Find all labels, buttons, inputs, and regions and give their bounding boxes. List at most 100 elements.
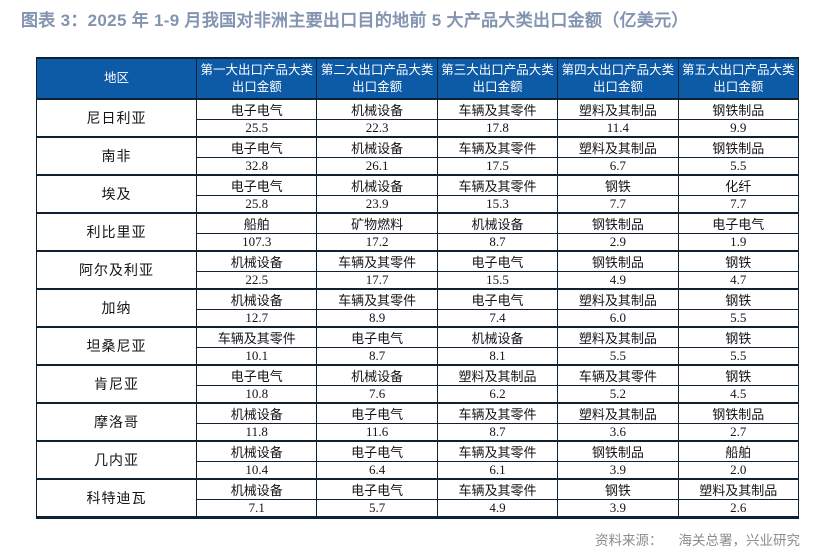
value-cell: 107.3 <box>195 233 318 251</box>
product-cell: 车辆及其零件 <box>436 174 559 196</box>
value-cell: 10.1 <box>195 347 318 365</box>
country-products-row: 尼日利亚 电子电气 机械设备 车辆及其零件 塑料及其制品 钢铁制品 <box>36 98 800 137</box>
product-cell: 机械设备 <box>195 250 318 272</box>
value-cell: 8.7 <box>316 347 438 365</box>
value-cell: 32.8 <box>195 157 318 175</box>
country-products-row: 阿尔及利亚 机械设备 车辆及其零件 电子电气 钢铁制品 钢铁 <box>36 250 800 289</box>
region-cell: 摩洛哥 <box>36 402 197 441</box>
export-table: 地区 第一大出口产品大类 出口金额 第二大出口产品大类 出口金额 第三大出口产品… <box>36 57 800 519</box>
product-cell: 钢铁 <box>677 326 800 348</box>
header-col-5-line2: 出口金额 <box>713 79 764 94</box>
value-cell: 5.2 <box>557 385 679 403</box>
product-cell: 电子电气 <box>436 250 559 272</box>
country-products-row: 几内亚 机械设备 电子电气 车辆及其零件 钢铁制品 船舶 <box>36 440 800 479</box>
source-label: 资料来源： <box>595 533 663 548</box>
header-col-2-line1: 第二大出口产品大类 <box>320 62 434 77</box>
header-region: 地区 <box>36 57 197 100</box>
product-cell: 钢铁制品 <box>677 136 800 158</box>
product-cell: 化纤 <box>677 174 800 196</box>
country-products-row: 肯尼亚 电子电气 机械设备 塑料及其制品 车辆及其零件 钢铁 <box>36 364 800 403</box>
header-col-3: 第三大出口产品大类 出口金额 <box>436 57 559 100</box>
country-products-row: 坦桑尼亚 车辆及其零件 电子电气 机械设备 塑料及其制品 钢铁 <box>36 326 800 365</box>
product-cell: 车辆及其零件 <box>195 326 318 348</box>
product-cell: 电子电气 <box>316 402 438 424</box>
product-cell: 机械设备 <box>316 174 438 196</box>
value-cell: 25.5 <box>195 119 318 137</box>
product-cell: 船舶 <box>677 440 800 462</box>
value-cell: 6.4 <box>316 461 438 479</box>
value-cell: 5.5 <box>677 309 800 327</box>
value-cell: 10.8 <box>195 385 318 403</box>
product-cell: 车辆及其零件 <box>436 98 559 120</box>
product-cell: 电子电气 <box>436 288 559 310</box>
header-col-3-line2: 出口金额 <box>472 79 523 94</box>
table-body: 尼日利亚 电子电气 机械设备 车辆及其零件 塑料及其制品 钢铁制品 25.5 22.3 17.8… <box>36 98 800 518</box>
product-cell: 船舶 <box>195 212 318 234</box>
value-cell: 5.7 <box>316 499 438 518</box>
country-values-row: 25.5 22.3 17.8 11.4 9.9 <box>37 119 800 137</box>
region-cell: 尼日利亚 <box>36 98 197 137</box>
value-cell: 3.9 <box>557 499 679 518</box>
value-cell: 2.9 <box>557 233 679 251</box>
value-cell: 17.7 <box>316 271 438 289</box>
header-col-4: 第四大出口产品大类 出口金额 <box>557 57 679 100</box>
figure-title: 图表 3：2025 年 1-9 月我国对非洲主要出口目的地前 5 大产品大类出口… <box>21 11 689 30</box>
value-cell: 7.1 <box>195 499 318 518</box>
product-cell: 塑料及其制品 <box>557 98 679 120</box>
country-values-row: 10.4 6.4 6.1 3.9 2.0 <box>37 461 800 479</box>
country-values-row: 32.8 26.1 17.5 6.7 5.5 <box>37 157 800 175</box>
product-cell: 车辆及其零件 <box>436 402 559 424</box>
product-cell: 钢铁 <box>557 478 679 500</box>
product-cell: 车辆及其零件 <box>557 364 679 386</box>
source-text: 海关总署，兴业研究 <box>678 533 801 548</box>
value-cell: 5.5 <box>677 347 800 365</box>
country-values-row: 11.8 11.6 8.7 3.6 2.7 <box>37 423 800 441</box>
product-cell: 钢铁制品 <box>557 212 679 234</box>
value-cell: 15.3 <box>436 195 559 213</box>
value-cell: 5.5 <box>557 347 679 365</box>
value-cell: 12.7 <box>195 309 318 327</box>
value-cell: 3.9 <box>557 461 679 479</box>
product-cell: 钢铁制品 <box>677 98 800 120</box>
product-cell: 机械设备 <box>316 98 438 120</box>
product-cell: 塑料及其制品 <box>557 402 679 424</box>
product-cell: 机械设备 <box>436 212 559 234</box>
value-cell: 17.2 <box>316 233 438 251</box>
header-col-1: 第一大出口产品大类 出口金额 <box>195 57 318 100</box>
country-products-row: 埃及 电子电气 机械设备 车辆及其零件 钢铁 化纤 <box>36 174 800 213</box>
value-cell: 8.1 <box>436 347 559 365</box>
product-cell: 钢铁 <box>677 288 800 310</box>
value-cell: 6.2 <box>436 385 559 403</box>
product-cell: 电子电气 <box>316 478 438 500</box>
product-cell: 电子电气 <box>195 174 318 196</box>
product-cell: 塑料及其制品 <box>557 288 679 310</box>
product-cell: 塑料及其制品 <box>436 364 559 386</box>
product-cell: 机械设备 <box>195 440 318 462</box>
product-cell: 电子电气 <box>316 326 438 348</box>
header-col-2-line2: 出口金额 <box>352 79 403 94</box>
country-products-row: 利比里亚 船舶 矿物燃料 机械设备 钢铁制品 电子电气 <box>36 212 800 251</box>
region-cell: 埃及 <box>36 174 197 213</box>
country-values-row: 22.5 17.7 15.5 4.9 4.7 <box>37 271 800 289</box>
product-cell: 电子电气 <box>195 98 318 120</box>
value-cell: 7.7 <box>677 195 800 213</box>
region-cell: 肯尼亚 <box>36 364 197 403</box>
value-cell: 8.9 <box>316 309 438 327</box>
country-products-row: 南非 电子电气 机械设备 车辆及其零件 塑料及其制品 钢铁制品 <box>36 136 800 175</box>
table-header-row: 地区 第一大出口产品大类 出口金额 第二大出口产品大类 出口金额 第三大出口产品… <box>36 57 800 100</box>
product-cell: 塑料及其制品 <box>557 136 679 158</box>
product-cell: 车辆及其零件 <box>436 440 559 462</box>
value-cell: 26.1 <box>316 157 438 175</box>
header-col-5-line1: 第五大出口产品大类 <box>682 62 795 77</box>
country-values-row: 25.8 23.9 15.3 7.7 7.7 <box>37 195 800 213</box>
value-cell: 4.9 <box>557 271 679 289</box>
region-cell: 科特迪瓦 <box>36 478 197 518</box>
region-cell: 几内亚 <box>36 440 197 479</box>
value-cell: 17.8 <box>436 119 559 137</box>
product-cell: 钢铁制品 <box>557 250 679 272</box>
product-cell: 车辆及其零件 <box>436 478 559 500</box>
header-col-2: 第二大出口产品大类 出口金额 <box>316 57 438 100</box>
value-cell: 5.5 <box>677 157 800 175</box>
value-cell: 17.5 <box>436 157 559 175</box>
product-cell: 钢铁 <box>677 250 800 272</box>
